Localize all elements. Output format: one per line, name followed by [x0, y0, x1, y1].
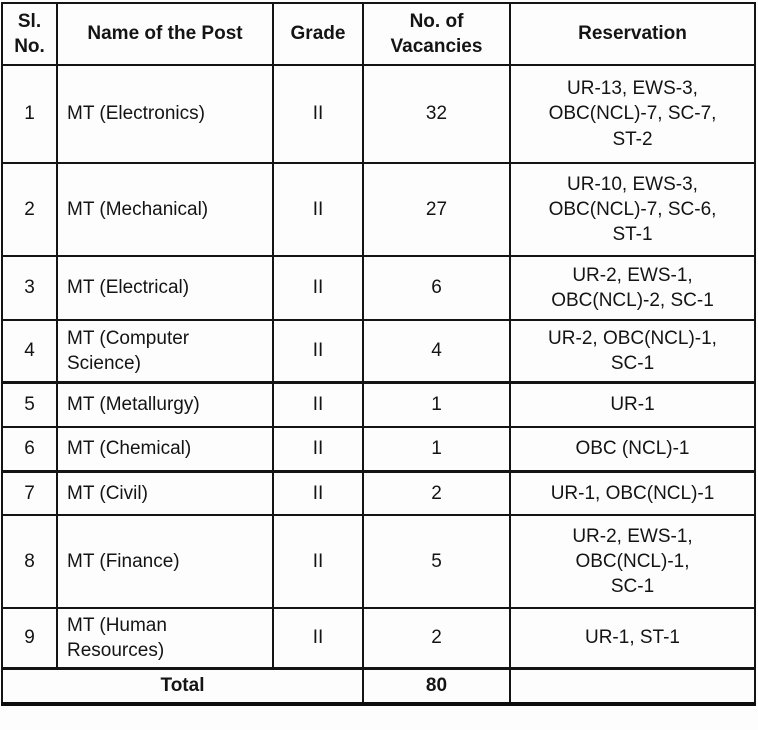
- table-row: 8 MT (Finance) II 5 UR-2, EWS-1, OBC(NCL…: [1, 514, 756, 609]
- cell-post-name: MT (Civil): [56, 469, 274, 516]
- cell-vacancies: 27: [362, 162, 511, 257]
- cell-sl-no: 2: [1, 162, 58, 257]
- cell-sl-no: 4: [1, 319, 58, 383]
- cell-reservation: OBC (NCL)-1: [509, 426, 756, 472]
- cell-grade: II: [272, 162, 364, 257]
- header-sl-no: Sl. No.: [1, 2, 58, 66]
- cell-post-name: MT (Chemical): [56, 426, 274, 472]
- cell-grade: II: [272, 380, 364, 428]
- cell-grade: II: [272, 514, 364, 609]
- cell-reservation: UR-2, EWS-1, OBC(NCL)-1, SC-1: [509, 514, 756, 609]
- cell-reservation: UR-2, EWS-1, OBC(NCL)-2, SC-1: [509, 255, 756, 321]
- header-post-name: Name of the Post: [56, 2, 274, 66]
- cell-grade: II: [272, 64, 364, 164]
- cell-grade: II: [272, 319, 364, 383]
- cell-post-name: MT (Electrical): [56, 255, 274, 321]
- cell-reservation: UR-1, ST-1: [509, 607, 756, 669]
- cell-sl-no: 1: [1, 64, 58, 164]
- cell-sl-no: 3: [1, 255, 58, 321]
- cell-reservation: UR-13, EWS-3, OBC(NCL)-7, SC-7, ST-2: [509, 64, 756, 164]
- table-row: 6 MT (Chemical) II 1 OBC (NCL)-1: [1, 426, 756, 472]
- cell-vacancies: 5: [362, 514, 511, 609]
- cell-grade: II: [272, 426, 364, 472]
- cell-post-name: MT (Metallurgy): [56, 380, 274, 428]
- table-row: 5 MT (Metallurgy) II 1 UR-1: [1, 380, 756, 428]
- cell-reservation: UR-10, EWS-3, OBC(NCL)-7, SC-6, ST-1: [509, 162, 756, 257]
- table-row: 1 MT (Electronics) II 32 UR-13, EWS-3, O…: [1, 64, 756, 164]
- total-label: Total: [1, 666, 364, 705]
- table-row: 4 MT (Computer Science) II 4 UR-2, OBC(N…: [1, 319, 756, 383]
- cell-post-name: MT (Finance): [56, 514, 274, 609]
- cell-sl-no: 5: [1, 380, 58, 428]
- header-grade: Grade: [272, 2, 364, 66]
- cell-reservation: UR-1, OBC(NCL)-1: [509, 469, 756, 516]
- cell-sl-no: 9: [1, 607, 58, 669]
- cell-vacancies: 2: [362, 469, 511, 516]
- table-row: 7 MT (Civil) II 2 UR-1, OBC(NCL)-1: [1, 469, 756, 516]
- cell-vacancies: 2: [362, 607, 511, 669]
- cell-grade: II: [272, 607, 364, 669]
- cell-sl-no: 7: [1, 469, 58, 516]
- cell-vacancies: 4: [362, 319, 511, 383]
- cell-grade: II: [272, 469, 364, 516]
- table-header-row: Sl. No. Name of the Post Grade No. of Va…: [1, 2, 756, 66]
- table-row: 2 MT (Mechanical) II 27 UR-10, EWS-3, OB…: [1, 162, 756, 257]
- cell-vacancies: 1: [362, 380, 511, 428]
- cell-post-name: MT (Human Resources): [56, 607, 274, 669]
- table-row: 3 MT (Electrical) II 6 UR-2, EWS-1, OBC(…: [1, 255, 756, 321]
- cell-grade: II: [272, 255, 364, 321]
- total-reservation: [509, 666, 756, 705]
- cell-post-name: MT (Mechanical): [56, 162, 274, 257]
- cell-sl-no: 8: [1, 514, 58, 609]
- vacancy-table: Sl. No. Name of the Post Grade No. of Va…: [1, 2, 756, 706]
- cell-post-name: MT (Computer Science): [56, 319, 274, 383]
- cell-vacancies: 1: [362, 426, 511, 472]
- header-vacancies: No. of Vacancies: [362, 2, 511, 66]
- cell-reservation: UR-2, OBC(NCL)-1, SC-1: [509, 319, 756, 383]
- table-row: 9 MT (Human Resources) II 2 UR-1, ST-1: [1, 607, 756, 669]
- cell-reservation: UR-1: [509, 380, 756, 428]
- header-reservation: Reservation: [509, 2, 756, 66]
- total-vacancies: 80: [362, 666, 511, 705]
- cell-vacancies: 6: [362, 255, 511, 321]
- cell-vacancies: 32: [362, 64, 511, 164]
- total-row: Total 80: [1, 666, 756, 705]
- cell-sl-no: 6: [1, 426, 58, 472]
- cell-post-name: MT (Electronics): [56, 64, 274, 164]
